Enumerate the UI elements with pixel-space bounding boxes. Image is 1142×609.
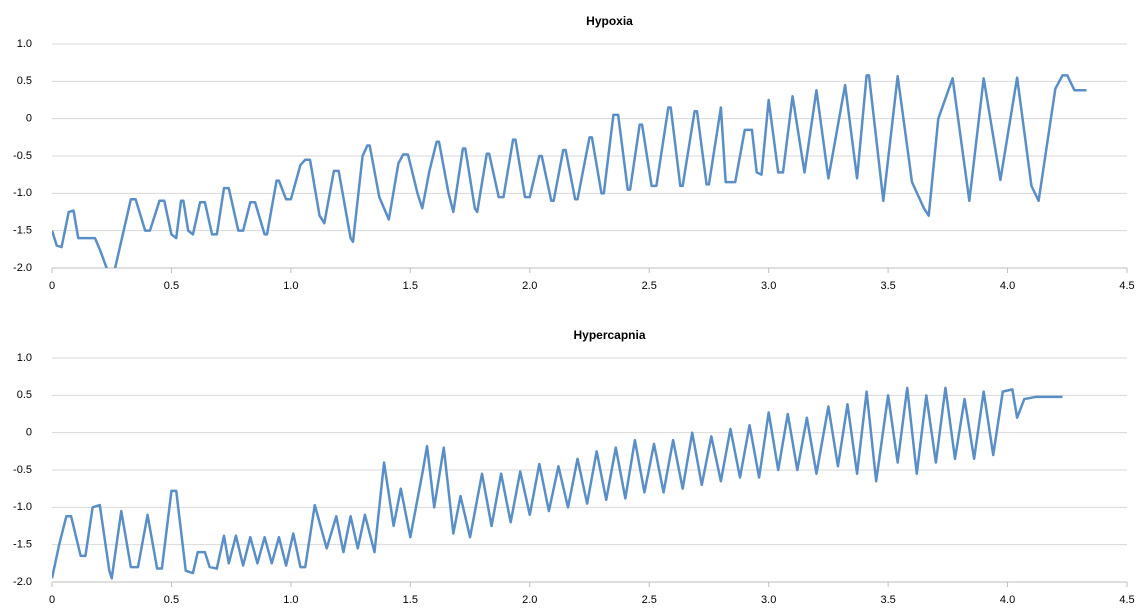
x-tick-label: 2.5 (642, 280, 657, 292)
x-tick-label: 3.5 (880, 594, 895, 606)
y-tick-label: -2.0 (13, 262, 32, 274)
x-tick-label: 3.0 (761, 594, 776, 606)
x-tick-label: 4.5 (1119, 594, 1134, 606)
chart-title: Hypoxia (586, 14, 633, 28)
y-tick-label: 0.5 (17, 75, 32, 87)
x-tick-label: 4.0 (1000, 280, 1015, 292)
x-tick-label: 1.0 (283, 594, 298, 606)
y-tick-label: -0.5 (13, 464, 32, 476)
y-tick-label: -2.0 (13, 576, 32, 588)
x-tick-label: 3.5 (880, 280, 895, 292)
y-tick-label: 1.0 (17, 352, 32, 364)
x-tick-label: 2.0 (522, 280, 537, 292)
x-tick-label: 2.0 (522, 594, 537, 606)
x-tick-label: 1.0 (283, 280, 298, 292)
data-line (52, 74, 1087, 268)
y-tick-label: 1.0 (17, 38, 32, 50)
y-tick-label: 0 (26, 427, 32, 439)
x-tick-label: 3.0 (761, 280, 776, 292)
y-tick-label: 0 (26, 113, 32, 125)
x-tick-label: 0.5 (164, 280, 179, 292)
data-line (52, 386, 1063, 580)
chart-title: Hypercapnia (573, 328, 645, 342)
x-tick-label: 2.5 (642, 594, 657, 606)
y-tick-label: -1.0 (13, 501, 32, 513)
y-tick-label: -1.0 (13, 187, 32, 199)
x-tick-label: 4.0 (1000, 594, 1015, 606)
y-tick-label: -0.5 (13, 150, 32, 162)
x-tick-label: 1.5 (403, 280, 418, 292)
x-tick-label: 0 (49, 280, 55, 292)
y-tick-label: -1.5 (13, 225, 32, 237)
x-tick-label: 4.5 (1119, 280, 1134, 292)
y-tick-label: 0.5 (17, 389, 32, 401)
y-tick-label: -1.5 (13, 539, 32, 551)
x-tick-label: 1.5 (403, 594, 418, 606)
x-tick-label: 0.5 (164, 594, 179, 606)
x-tick-label: 0 (49, 594, 55, 606)
